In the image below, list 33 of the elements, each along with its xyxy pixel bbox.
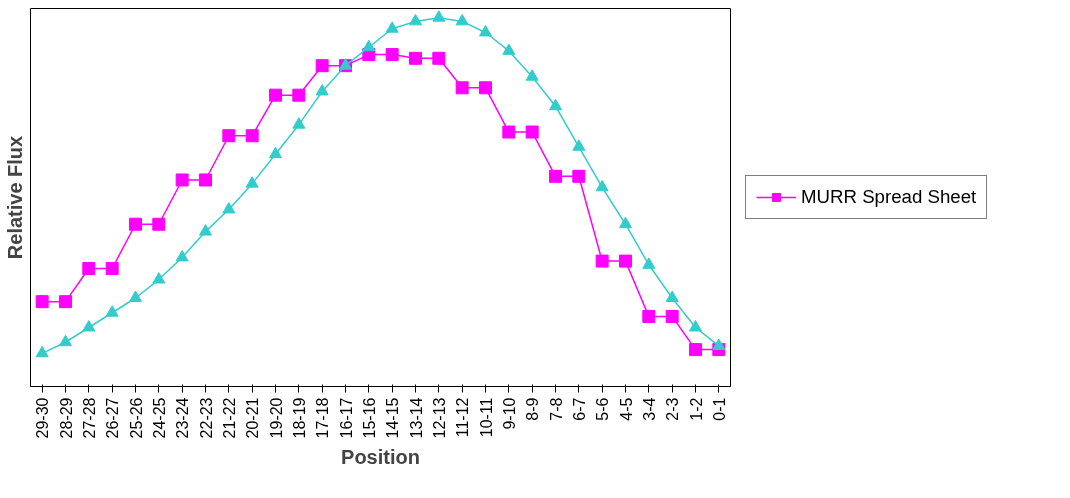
x-tick-label: 20-21 (244, 397, 262, 439)
x-tick-label: 17-18 (314, 397, 332, 439)
x-tick-label: 10-11 (477, 397, 495, 438)
x-tick-label: 8-9 (524, 397, 542, 421)
x-tick-label: 14-15 (384, 397, 402, 439)
x-tick-label: 25-26 (127, 397, 145, 439)
x-tick-label: 15-16 (360, 397, 378, 439)
x-tick-label: 29-30 (34, 397, 52, 439)
x-tick-label: 9-10 (500, 397, 518, 430)
x-tick-label: 27-28 (80, 397, 98, 439)
x-tick-label: 21-22 (220, 397, 238, 439)
x-tick-label: 11-12 (454, 397, 472, 438)
x-tick-label: 13-14 (407, 397, 425, 439)
x-tick-label: 23-24 (174, 397, 192, 439)
x-tick-label: 19-20 (267, 397, 285, 439)
x-tick-label: 12-13 (430, 397, 448, 439)
legend-label: MURR Spread Sheet (801, 186, 977, 208)
x-tick-label: 16-17 (337, 397, 355, 439)
x-tick-label: 3-4 (640, 397, 658, 421)
x-tick-label: 28-29 (57, 397, 75, 439)
x-tick-label: 4-5 (617, 397, 635, 421)
x-tick-label: 7-8 (547, 397, 565, 421)
x-tick-label: 22-23 (197, 397, 215, 439)
x-tick-label: 6-7 (570, 397, 588, 421)
y-axis-title: Relative Flux (3, 135, 26, 260)
x-tick-label: 24-25 (150, 397, 168, 439)
x-tick-label: 0-1 (710, 397, 728, 421)
x-tick-label: 5-6 (594, 397, 612, 421)
x-tick-label: 26-27 (104, 397, 122, 439)
x-tick-label: 2-3 (664, 397, 682, 421)
x-tick-label: 1-2 (687, 397, 705, 421)
x-tick-label: 18-19 (290, 397, 308, 439)
x-axis-title: Position (341, 446, 420, 469)
